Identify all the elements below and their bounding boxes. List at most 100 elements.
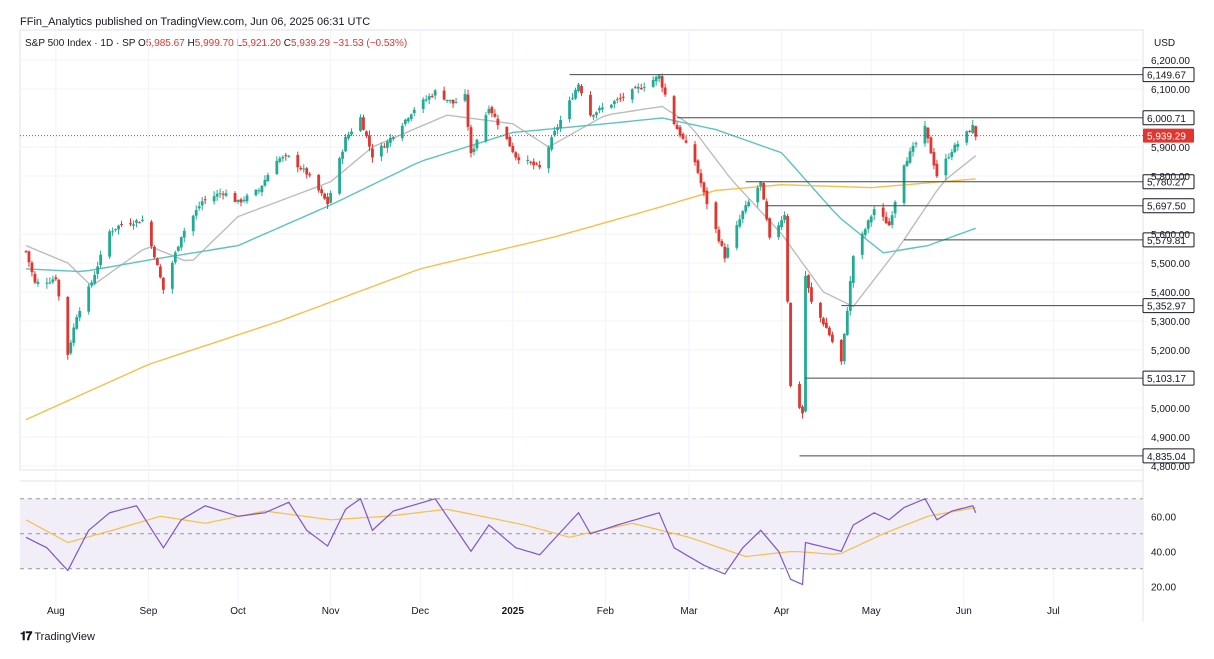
rsi-tick-label: 40.00: [1151, 547, 1176, 558]
candle-body: [141, 219, 144, 222]
candle-body: [347, 134, 350, 139]
high-value: 5,999.70: [194, 38, 234, 49]
candle-body: [726, 247, 730, 258]
candle-body: [344, 136, 347, 152]
candle-body: [379, 145, 383, 157]
candle-body: [845, 310, 849, 335]
time-tick-label: Feb: [597, 606, 615, 617]
candle-body: [881, 207, 885, 217]
currency-selector[interactable]: USD: [1154, 38, 1176, 49]
candle-body: [950, 152, 954, 158]
candle-body: [161, 277, 165, 290]
symbol-label[interactable]: S&P 500 Index · 1D · SP: [25, 38, 136, 49]
candle-body: [684, 140, 688, 143]
candle-body: [224, 193, 228, 196]
candle-body: [278, 158, 282, 162]
time-tick-label: Mar: [680, 606, 698, 617]
candle-body: [78, 310, 82, 318]
candle-body: [893, 201, 897, 214]
level-label-box: [1142, 198, 1195, 214]
candle-body: [681, 133, 685, 139]
candle-body: [194, 210, 198, 216]
candle-body: [914, 143, 918, 145]
candle-body: [45, 282, 49, 284]
candle-body: [717, 229, 721, 242]
candle-body: [153, 246, 156, 258]
candle-body: [705, 190, 709, 205]
candle-body: [329, 192, 333, 203]
candle-body: [406, 118, 410, 122]
candle-body: [382, 146, 386, 148]
candle-body: [138, 222, 141, 224]
candle-body: [203, 199, 207, 201]
candle-body: [135, 220, 138, 223]
candle-body: [890, 215, 894, 225]
candle-body: [609, 104, 613, 108]
candle-body: [538, 165, 542, 168]
candle-body: [801, 406, 804, 414]
price-tick-label: 5,500.00: [1151, 259, 1190, 270]
time-axis: Aug Sep Oct Nov Dec 2025 Feb Mar Apr May Jun Jul: [47, 606, 1060, 617]
candle-body: [385, 141, 389, 148]
time-tick-label: Dec: [411, 606, 429, 617]
candle-body: [263, 179, 267, 186]
candle-body: [287, 155, 291, 157]
footer-brand[interactable]: 𝟏𝟕 TradingView: [20, 629, 95, 644]
level-label: 5,579.81: [1147, 236, 1186, 247]
price-tick-label: 4,800.00: [1151, 462, 1190, 473]
candle-body: [759, 181, 763, 187]
candle-body: [179, 237, 183, 248]
candle-body: [547, 147, 551, 169]
candle-body: [720, 241, 724, 246]
price-axis: 6,200.00 6,100.00 5,900.00 5,800.00 5,600.00…: [1151, 56, 1190, 593]
candle-body: [427, 96, 431, 100]
candle-body: [783, 215, 786, 220]
candle-body: [675, 124, 679, 130]
candlesticks: [24, 73, 978, 419]
candle-body: [615, 99, 619, 101]
candle-body: [642, 86, 646, 88]
candle-body: [908, 151, 912, 163]
candle-body: [66, 297, 70, 355]
candle-body: [612, 101, 616, 105]
candle-body: [421, 99, 425, 110]
candle-body: [827, 327, 831, 336]
high-label: H: [187, 38, 195, 49]
candle-body: [807, 275, 810, 289]
price-tick-label: 5,800.00: [1151, 172, 1190, 183]
last-price-box: [1143, 128, 1194, 143]
level-label: 6,000.71: [1147, 114, 1186, 125]
candle-body: [233, 193, 237, 202]
candle-body: [505, 126, 509, 139]
candle-body: [571, 98, 574, 100]
close-label: C: [283, 38, 291, 49]
candle-body: [463, 94, 467, 101]
price-tick-label: 5,900.00: [1151, 143, 1190, 154]
candle-body: [699, 173, 703, 184]
candle-body: [302, 168, 306, 170]
candle-body: [559, 119, 562, 129]
candle-body: [529, 161, 533, 163]
candle-body: [48, 282, 52, 284]
candle-body: [96, 266, 100, 274]
candle-body: [935, 163, 939, 177]
candle-body: [99, 254, 103, 266]
candle-body: [595, 112, 598, 116]
candle-body: [200, 201, 204, 206]
candle-body: [475, 139, 479, 149]
candle-body: [574, 90, 577, 99]
candle-body: [887, 221, 891, 226]
candle-body: [526, 159, 530, 162]
candle-body: [944, 158, 948, 176]
price-tick-label: 5,200.00: [1151, 346, 1190, 357]
candle-body: [108, 231, 112, 257]
candle-body: [905, 160, 909, 167]
candle-body: [391, 137, 395, 139]
level-label-box: [1142, 174, 1195, 190]
candle-body: [657, 75, 661, 79]
candle-body: [69, 342, 73, 354]
candle-body: [923, 125, 927, 144]
candle-body: [553, 130, 557, 136]
candle-body: [57, 279, 61, 297]
